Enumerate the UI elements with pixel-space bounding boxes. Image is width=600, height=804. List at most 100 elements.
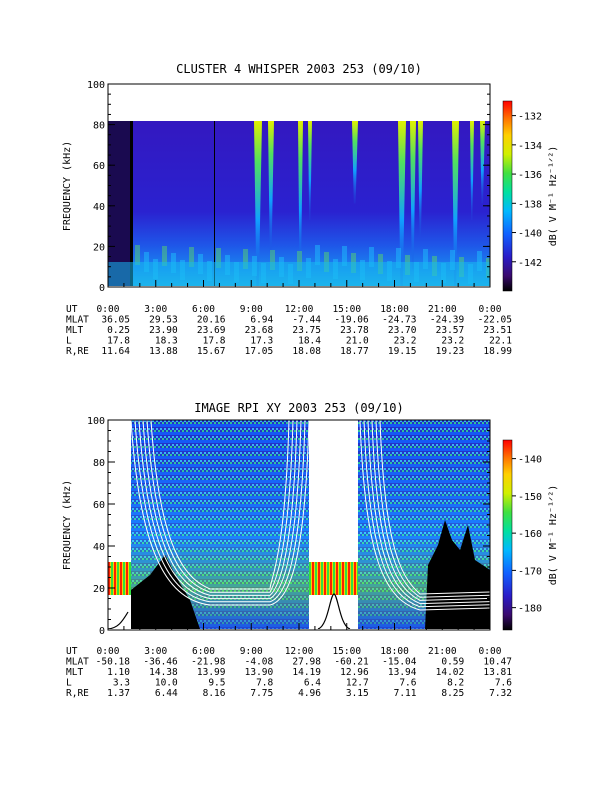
emission-spike [254,121,262,286]
colorbar-tick-label: -132 [518,112,542,123]
ephemeris-row-label: L [66,336,72,347]
emission-spike [268,121,274,253]
colorbar-ticks: -140 -150 -160 -170 -180 [512,455,542,615]
ephemeris-value: 3.15 [346,688,369,699]
ephemeris-value: 17.3 [250,336,273,347]
ephemeris-value: 0:00 [479,646,502,657]
white-model-curves [108,420,490,629]
black-region [131,555,200,629]
model-curve [379,420,490,595]
spectrogram-dark-band [108,121,133,286]
ephemeris-value: -19.06 [334,315,369,326]
colorbar-tick-label: -170 [518,566,542,577]
ephemeris-value: 13.94 [388,667,417,678]
ephemeris-value: 12.7 [346,678,369,689]
colorbar-tick-label: -140 [518,455,542,466]
ephemeris-row-label: L [66,678,72,689]
ephemeris-value: 4.96 [298,688,321,699]
ephemeris-value: 18.08 [292,346,321,357]
ephemeris-value: 27.98 [292,657,321,668]
ephemeris-row-label: MLAT [66,657,89,668]
ephemeris-value: 18.99 [483,346,512,357]
y-tick-label: 20 [93,242,105,253]
ephemeris-value: 6.94 [250,315,273,326]
y-tick-label: 0 [99,283,105,294]
ephemeris-value: 17.05 [245,346,274,357]
emission-spike [418,121,423,237]
colorbar-label: dB( V M⁻¹ Hz⁻¹ᐟ²) [548,485,559,586]
ephemeris-value: 12.96 [340,667,369,678]
low-frequency-band [309,562,358,595]
noise-patch [270,250,275,270]
colorbar-tick-label: -138 [518,199,542,210]
ephemeris-value: 0:00 [479,304,502,315]
colorbar-tick-label: -134 [518,141,542,152]
ephemeris-value: 22.1 [489,336,512,347]
model-curve [142,420,298,596]
noise-patch [477,251,482,271]
panel-image-rpi: IMAGE RPI XY 2003 253 (09/10) 0 20 40 60 80 1… [62,401,559,699]
colorbar [502,100,513,292]
ephemeris-row-label: UT [66,304,78,315]
ephemeris-value: 0.59 [441,657,464,668]
emission-spike [308,121,312,220]
ephemeris-value: 23.2 [394,336,417,347]
ephemeris-value: -22.05 [478,315,512,326]
ephemeris-value: 7.11 [394,688,417,699]
noise-patch [243,249,248,269]
ephemeris-value: 14.38 [149,667,178,678]
colorbar-tick-label: -160 [518,529,542,540]
colorbar-tick-label: -140 [518,229,542,240]
ephemeris-value: 23.57 [436,325,465,336]
ephemeris-row-label: MLT [66,325,83,336]
model-curve [146,420,294,593]
ephemeris-value: -7.44 [292,315,321,326]
ephemeris-value: 21:00 [428,646,457,657]
model-curve [367,420,490,605]
spectrogram-area [108,420,490,629]
ephemeris-value: 6:00 [192,646,215,657]
ephemeris-value: 29.53 [149,315,178,326]
colorbar-ticks: -132 -134 -136 -138 -140 -142 [512,112,542,269]
ephemeris-value: -50.18 [96,657,131,668]
ephemeris-value: -21.98 [191,657,226,668]
y-tick-label: 100 [87,416,105,427]
ephemeris-row-label: MLT [66,667,83,678]
spectrogram-gap-line [130,121,133,286]
ephemeris-value: 9:00 [240,304,263,315]
ephemeris-row-label: UT [66,646,78,657]
model-curve [108,611,129,629]
y-tick-label: 0 [99,626,105,637]
chart-title: IMAGE RPI XY 2003 253 (09/10) [194,401,404,415]
ephemeris-value: -24.39 [430,315,465,326]
ephemeris-value: -24.73 [382,315,416,326]
ephemeris-value: 21:00 [428,304,457,315]
ephemeris-value: -4.08 [245,657,274,668]
ephemeris-value: -60.21 [334,657,369,668]
ephemeris-value: 23.2 [441,336,464,347]
emission-spike [398,121,406,286]
colorbar-tick-label: -136 [518,170,542,181]
y-axis-label: FREQUENCY (kHz) [62,141,73,231]
model-curve [130,420,310,606]
noise-patch [135,245,140,265]
noise-patch [315,245,320,265]
chart-title: CLUSTER 4 WHISPER 2003 253 (09/10) [176,62,422,76]
ephemeris-value: 13.99 [197,667,226,678]
colorbar-tick-label: -180 [518,604,542,615]
ephemeris-row-label: R,RE [66,688,89,699]
y-tick-label: 60 [93,161,105,172]
ephemeris-value: 18:00 [380,646,409,657]
ephemeris-value: 8.25 [441,688,464,699]
ephemeris-value: 9.5 [208,678,225,689]
y-tick-label: 60 [93,500,105,511]
ephemeris-value: -15.04 [382,657,417,668]
ephemeris-value: 23.90 [149,325,178,336]
ephemeris-value: 7.75 [250,688,273,699]
low-frequency-band [108,562,131,595]
ephemeris-row-label: MLAT [66,315,89,326]
model-curve [150,420,290,590]
ephemeris-value: 7.8 [256,678,273,689]
ephemeris-value: 23.75 [292,325,321,336]
